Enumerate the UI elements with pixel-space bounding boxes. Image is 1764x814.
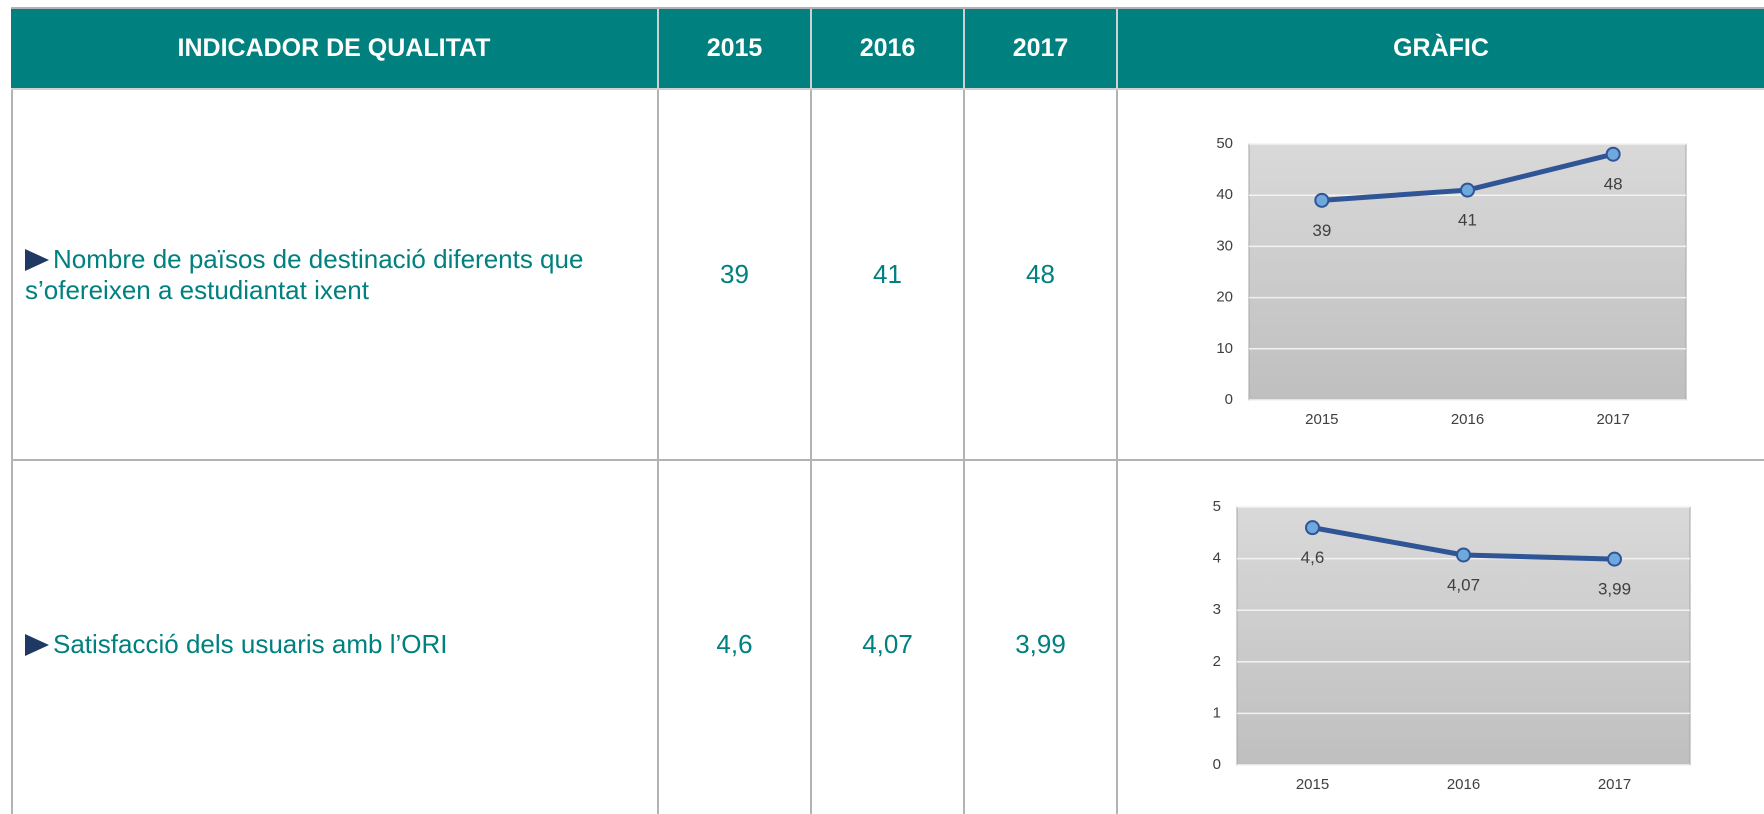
value-cell: 48 bbox=[965, 90, 1118, 461]
data-label: 3,99 bbox=[1598, 580, 1631, 599]
value-cell: 39 bbox=[659, 90, 812, 461]
y-tick-label: 5 bbox=[1213, 498, 1221, 515]
bullet bbox=[25, 248, 49, 271]
header-cell: 2015 bbox=[659, 9, 812, 90]
value-cell: 41 bbox=[812, 90, 965, 461]
row-label: Nombre de països de destinació diferents… bbox=[25, 244, 657, 306]
y-tick-label: 3 bbox=[1213, 601, 1221, 618]
data-label: 41 bbox=[1458, 211, 1477, 230]
y-tick-label: 20 bbox=[1216, 289, 1233, 306]
label-text: Nombre de països de destinació diferents… bbox=[25, 243, 584, 305]
row-label: Satisfacció dels usuaris amb l’ORI bbox=[25, 629, 447, 660]
data-label: 4,07 bbox=[1447, 575, 1480, 594]
x-tick-label: 2017 bbox=[1596, 411, 1629, 428]
y-tick-label: 1 bbox=[1213, 704, 1221, 721]
header-cell: 2016 bbox=[812, 9, 965, 90]
x-tick-label: 2016 bbox=[1447, 776, 1480, 793]
point bbox=[1607, 551, 1622, 567]
label-text: Satisfacció dels usuaris amb l’ORI bbox=[53, 629, 448, 659]
data-label: 48 bbox=[1604, 175, 1623, 194]
y-tick-label: 30 bbox=[1216, 237, 1233, 254]
point bbox=[1605, 146, 1621, 162]
header-cell: GRÀFIC bbox=[1118, 9, 1764, 90]
y-tick-label: 10 bbox=[1216, 340, 1233, 357]
x-tick-label: 2017 bbox=[1598, 776, 1631, 793]
y-tick-label: 50 bbox=[1216, 135, 1233, 152]
point bbox=[1305, 520, 1320, 536]
header-cell: INDICADOR DE QUALITAT bbox=[11, 9, 659, 90]
value-cell: 4,6 bbox=[659, 461, 812, 814]
data-label: 39 bbox=[1312, 221, 1331, 240]
point bbox=[1456, 547, 1471, 563]
value-cell: 4,07 bbox=[812, 461, 965, 814]
y-tick-label: 40 bbox=[1216, 186, 1233, 203]
bullet bbox=[25, 634, 49, 656]
chart-cell bbox=[1118, 90, 1764, 461]
data-label: 4,6 bbox=[1301, 548, 1325, 567]
x-tick-label: 2015 bbox=[1296, 776, 1329, 793]
point bbox=[1314, 192, 1330, 208]
x-tick-label: 2015 bbox=[1305, 411, 1338, 428]
header-border bbox=[11, 7, 1764, 9]
header-cell: 2017 bbox=[965, 9, 1118, 90]
plot-area bbox=[1236, 506, 1691, 766]
value-cell: 3,99 bbox=[965, 461, 1118, 814]
row-label-cell: Satisfacció dels usuaris amb l’ORI bbox=[11, 461, 659, 814]
y-tick-label: 0 bbox=[1213, 756, 1221, 773]
row-label-cell: Nombre de països de destinació diferents… bbox=[11, 90, 659, 461]
y-tick-label: 4 bbox=[1213, 550, 1221, 567]
y-tick-label: 2 bbox=[1213, 653, 1221, 670]
y-tick-label: 0 bbox=[1225, 391, 1233, 408]
x-tick-label: 2016 bbox=[1451, 411, 1484, 428]
point bbox=[1460, 182, 1475, 198]
